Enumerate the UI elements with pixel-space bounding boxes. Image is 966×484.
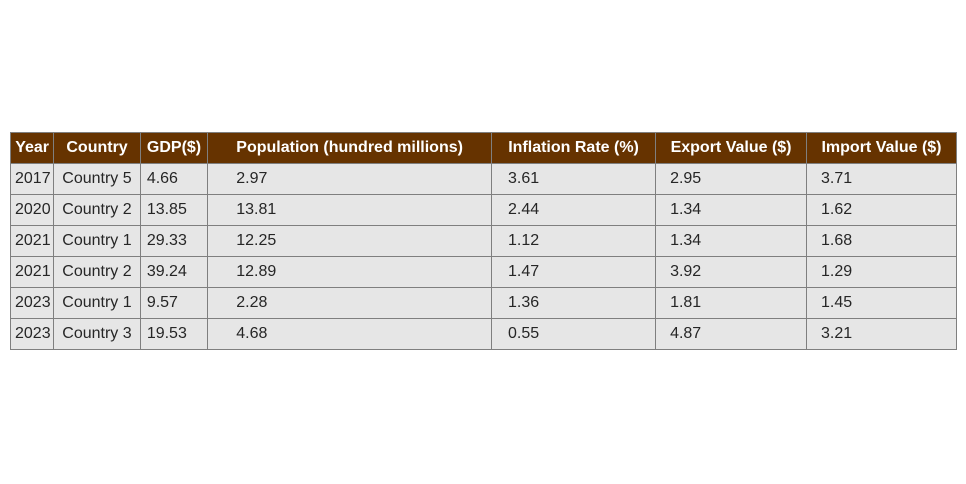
- table-cell-population: 13.81: [207, 194, 493, 226]
- column-header-year: Year: [9, 132, 55, 164]
- table-row: 2017 Country 5 4.66 2.97 3.61 2.95 3.71: [9, 163, 957, 195]
- table-cell-year: 2020: [9, 194, 55, 226]
- table-cell-population: 2.28: [207, 287, 493, 319]
- column-header-export-value: Export Value ($): [655, 132, 808, 164]
- table-cell-inflation-rate: 3.61: [491, 163, 657, 195]
- table-cell-population: 2.97: [207, 163, 493, 195]
- table-cell-export-value: 2.95: [655, 163, 808, 195]
- table-cell-year: 2023: [9, 287, 55, 319]
- table-cell-inflation-rate: 1.47: [491, 256, 657, 288]
- table-cell-gdp: 9.57: [139, 287, 209, 319]
- table-cell-export-value: 3.92: [655, 256, 808, 288]
- table-row: 2023 Country 1 9.57 2.28 1.36 1.81 1.45: [9, 287, 957, 319]
- table-cell-gdp: 13.85: [139, 194, 209, 226]
- table-cell-gdp: 29.33: [139, 225, 209, 257]
- table-cell-export-value: 1.34: [655, 194, 808, 226]
- table-cell-gdp: 19.53: [139, 318, 209, 350]
- column-header-population: Population (hundred millions): [207, 132, 493, 164]
- table-cell-country: Country 5: [53, 163, 141, 195]
- table-cell-import-value: 1.45: [806, 287, 957, 319]
- table-cell-year: 2017: [9, 163, 55, 195]
- table-cell-export-value: 1.81: [655, 287, 808, 319]
- table-cell-gdp: 39.24: [139, 256, 209, 288]
- table-row: 2023 Country 3 19.53 4.68 0.55 4.87 3.21: [9, 318, 957, 350]
- table-cell-inflation-rate: 0.55: [491, 318, 657, 350]
- table-cell-import-value: 3.21: [806, 318, 957, 350]
- table-cell-population: 12.25: [207, 225, 493, 257]
- table-cell-inflation-rate: 2.44: [491, 194, 657, 226]
- table-cell-export-value: 4.87: [655, 318, 808, 350]
- column-header-inflation-rate: Inflation Rate (%): [491, 132, 657, 164]
- table-cell-year: 2023: [9, 318, 55, 350]
- table-cell-country: Country 2: [53, 194, 141, 226]
- column-header-gdp: GDP($): [139, 132, 209, 164]
- table-row: 2021 Country 1 29.33 12.25 1.12 1.34 1.6…: [9, 225, 957, 257]
- table-cell-population: 12.89: [207, 256, 493, 288]
- table-cell-country: Country 3: [53, 318, 141, 350]
- table-row: 2020 Country 2 13.85 13.81 2.44 1.34 1.6…: [9, 194, 957, 226]
- table-cell-year: 2021: [9, 225, 55, 257]
- table-cell-population: 4.68: [207, 318, 493, 350]
- table-row: 2021 Country 2 39.24 12.89 1.47 3.92 1.2…: [9, 256, 957, 288]
- table-cell-gdp: 4.66: [139, 163, 209, 195]
- table-cell-import-value: 1.62: [806, 194, 957, 226]
- column-header-import-value: Import Value ($): [806, 132, 957, 164]
- column-header-country: Country: [53, 132, 141, 164]
- table-cell-import-value: 3.71: [806, 163, 957, 195]
- table-cell-inflation-rate: 1.12: [491, 225, 657, 257]
- table-cell-import-value: 1.68: [806, 225, 957, 257]
- table-cell-country: Country 1: [53, 287, 141, 319]
- table-header-row: Year Country GDP($) Population (hundred …: [9, 132, 957, 164]
- table-cell-country: Country 2: [53, 256, 141, 288]
- table-cell-export-value: 1.34: [655, 225, 808, 257]
- table-cell-import-value: 1.29: [806, 256, 957, 288]
- table-cell-year: 2021: [9, 256, 55, 288]
- table-cell-country: Country 1: [53, 225, 141, 257]
- data-table: Year Country GDP($) Population (hundred …: [9, 132, 957, 350]
- table-cell-inflation-rate: 1.36: [491, 287, 657, 319]
